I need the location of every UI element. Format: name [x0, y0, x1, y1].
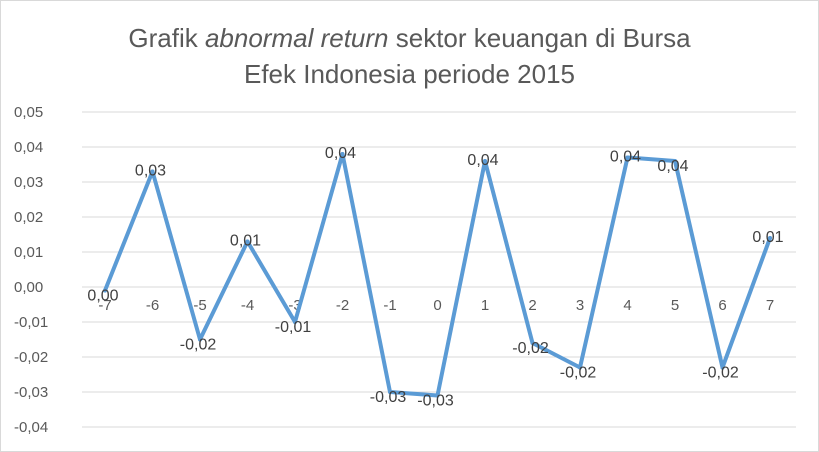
- x-tick-label: 3: [576, 297, 584, 314]
- y-tick-label: 0,03: [14, 174, 43, 191]
- y-tick-label: 0,05: [14, 104, 43, 121]
- data-point: [578, 365, 582, 370]
- data-point: [293, 320, 297, 324]
- data-label: 0,01: [230, 233, 261, 250]
- data-point: [245, 239, 250, 244]
- data-point: [720, 365, 725, 370]
- y-tick-label: 0,04: [14, 139, 43, 156]
- data-label: -0,03: [370, 389, 407, 406]
- data-label: 0,00: [87, 288, 118, 305]
- x-tick-label: 5: [671, 297, 679, 314]
- chart-title: Grafik abnormal return sektor keuangan d…: [0, 20, 819, 92]
- data-point: [768, 236, 772, 240]
- x-tick-label: 2: [528, 297, 536, 314]
- x-tick-label: -5: [193, 297, 206, 314]
- x-tick-label: -2: [336, 297, 349, 314]
- data-label: 0,04: [467, 152, 498, 169]
- x-tick-label: -4: [241, 297, 254, 314]
- y-tick-label: -0,01: [14, 314, 48, 331]
- data-label: -0,02: [560, 365, 597, 382]
- y-tick-label: -0,03: [14, 384, 48, 401]
- chart-title-part1: Grafik: [128, 23, 205, 53]
- data-point: [673, 159, 677, 163]
- data-label: 0,01: [752, 229, 783, 246]
- data-label: 0,04: [325, 145, 356, 162]
- data-point: [150, 169, 155, 174]
- x-tick-label: 6: [718, 297, 726, 314]
- data-label: -0,02: [180, 337, 217, 354]
- data-point: [103, 288, 107, 293]
- y-tick-label: -0,04: [14, 419, 48, 436]
- y-tick-label: -0,02: [14, 349, 48, 366]
- chart-title-part3: sektor keuangan di Bursa: [388, 23, 691, 53]
- y-tick-label: 0,01: [14, 244, 43, 261]
- x-tick-label: 0: [433, 297, 441, 314]
- chart-title-line1: Grafik abnormal return sektor keuangan d…: [0, 20, 819, 56]
- data-point: [198, 337, 202, 342]
- data-label: -0,03: [417, 393, 454, 410]
- data-point: [435, 393, 440, 398]
- data-point: [340, 152, 345, 156]
- data-label: 0,03: [135, 163, 166, 180]
- data-point: [625, 155, 630, 160]
- x-tick-label: 4: [623, 297, 631, 314]
- data-label: 0,04: [610, 149, 641, 166]
- x-tick-label: 7: [766, 297, 774, 314]
- data-point: [483, 159, 487, 163]
- series-line: [103, 152, 772, 398]
- x-tick-label: 1: [481, 297, 489, 314]
- x-tick-label: -1: [383, 297, 396, 314]
- y-tick-label: 0,00: [14, 279, 43, 296]
- y-tick-label: 0,02: [14, 209, 43, 226]
- chart-title-italic: abnormal return: [204, 23, 389, 53]
- chart-title-line2: Efek Indonesia periode 2015: [243, 59, 576, 89]
- x-tick-label: -7: [98, 297, 111, 314]
- x-tick-label: -6: [146, 297, 159, 314]
- data-point: [388, 390, 392, 394]
- data-label: 0,04: [657, 158, 688, 175]
- data-label: -0,02: [512, 340, 549, 357]
- data-label: -0,02: [702, 365, 739, 382]
- data-label: -0,01: [275, 319, 312, 336]
- data-point: [530, 341, 535, 345]
